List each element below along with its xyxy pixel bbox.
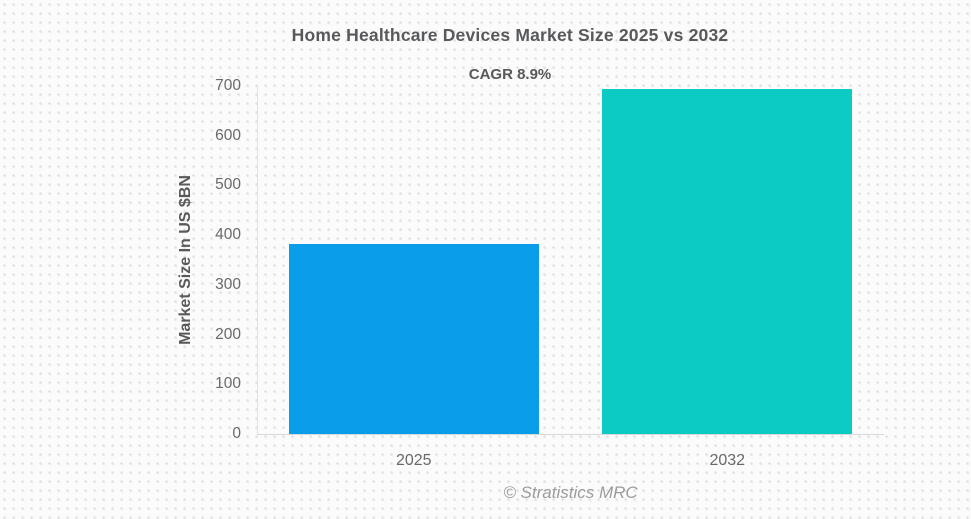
x-axis-line	[257, 434, 884, 435]
chart-title: Home Healthcare Devices Market Size 2025…	[291, 25, 729, 45]
chart-subtitle: CAGR 8.9%	[468, 66, 552, 83]
source-note: © Stratistics MRC	[503, 483, 638, 502]
y-axis-tick-label: 200	[215, 325, 241, 343]
y-axis-tick-label: 700	[215, 77, 241, 94]
y-axis-tick-label: 600	[215, 126, 241, 144]
y-axis-tick-label: 100	[215, 375, 241, 393]
x-category-label: 2025	[395, 452, 432, 469]
x-category-label: 2032	[709, 452, 746, 469]
y-axis-tick-label: 500	[215, 176, 241, 194]
bar-2032	[602, 88, 853, 434]
y-axis-title: Market Size In US $BN	[177, 175, 194, 345]
y-axis-line	[257, 86, 258, 434]
y-axis-tick-label: 400	[215, 226, 241, 244]
bar-2025	[288, 243, 539, 434]
plot-area	[257, 86, 884, 434]
y-axis-tick-label: 300	[215, 275, 241, 293]
y-axis-tick-label: 0	[232, 425, 241, 442]
